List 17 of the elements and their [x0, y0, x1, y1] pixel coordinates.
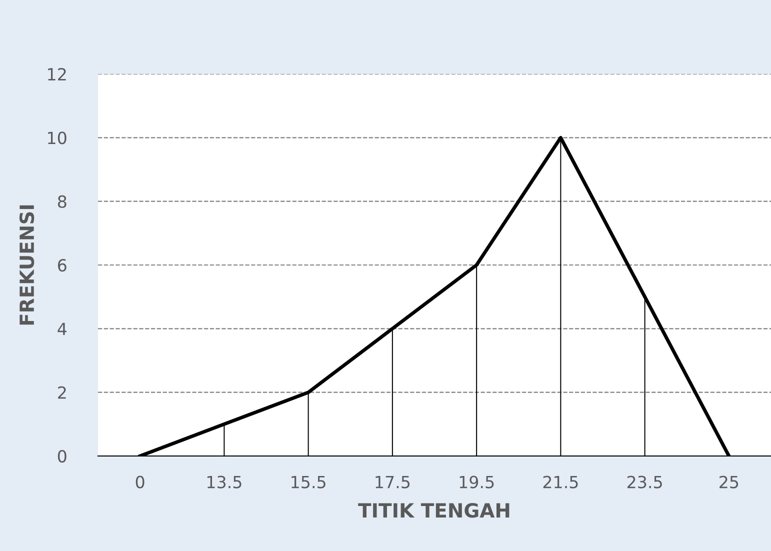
y-tick-label: 2	[58, 386, 66, 399]
x-tick-label: 17.5	[376, 476, 410, 488]
x-tick-label: 0	[136, 476, 144, 488]
x-tick-label: 15.5	[292, 476, 326, 488]
y-tick-label: 8	[58, 195, 66, 208]
y-axis-title: FREKUENSI	[19, 205, 34, 325]
y-tick-label: 0	[58, 450, 66, 463]
x-tick-label: 21.5	[543, 476, 578, 488]
x-tick-label: 13.5	[207, 476, 242, 488]
x-tick-label: 19.5	[460, 476, 494, 488]
x-tick-label: 23.5	[627, 476, 662, 488]
y-tick-label: 10	[48, 132, 66, 144]
y-tick-label: 4	[58, 322, 67, 335]
y-tick-label: 6	[58, 258, 66, 272]
x-axis-title: TITIK TENGAH	[358, 503, 510, 518]
y-tick-label: 12	[48, 68, 66, 80]
x-tick-label: 25	[720, 476, 738, 488]
